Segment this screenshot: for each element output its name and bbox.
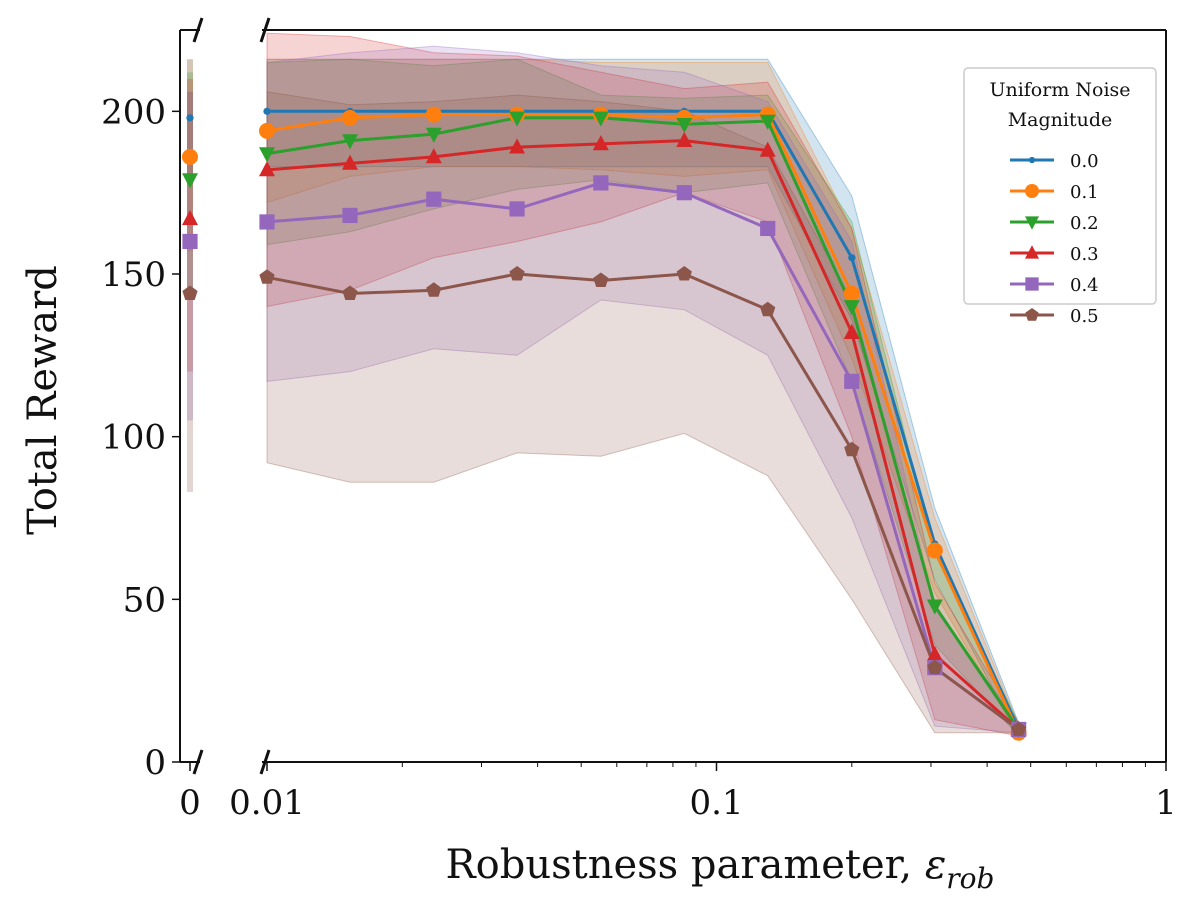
legend-box — [963, 67, 1157, 305]
series-0-3-point — [676, 131, 693, 148]
legend-entry-0-3-marker — [1025, 245, 1039, 259]
axis-break-mark — [259, 749, 271, 775]
series-0-3-zero-point — [182, 209, 198, 226]
series-0-2-point — [676, 117, 693, 134]
series-0-5-point — [676, 266, 692, 281]
x-tick-label: 1 — [1155, 783, 1177, 823]
legend-entry-0-1-marker — [1025, 184, 1039, 198]
legend-entry-0-1-label: 0.1 — [1070, 182, 1099, 203]
y-tick-label: 50 — [123, 580, 166, 620]
series-0-4-point — [593, 175, 609, 191]
series-0-1-point — [425, 106, 442, 123]
legend-entry-0-0-marker — [1028, 156, 1036, 164]
series-0-1-point — [843, 285, 860, 302]
legend-entry-0-2-label: 0.2 — [1070, 213, 1099, 234]
series-0-0-line — [267, 109, 1020, 731]
series-0-4-line — [266, 181, 1020, 731]
x-tick-label: 0.1 — [689, 783, 743, 823]
series-0-3-point — [926, 645, 943, 662]
series-0-4-point — [259, 214, 275, 230]
series-0-5-point — [927, 659, 943, 675]
series-0-4-point — [760, 220, 776, 237]
x-axis-title-subscript: rob — [946, 862, 994, 895]
series-0-2-point — [592, 111, 609, 127]
axes: 0 50 100 150 200 0 0.01 0.1 1 — [101, 17, 1177, 823]
series-0-1-point — [926, 542, 943, 559]
series-0-5-line — [266, 272, 1020, 731]
series-0-3-line — [266, 139, 1020, 731]
axis-break-mark — [192, 749, 204, 775]
legend-entry-0-3-label: 0.3 — [1070, 244, 1099, 265]
series-0-2-point — [926, 599, 943, 615]
series-0-3-point — [592, 135, 609, 151]
series-0-1-zero-point — [182, 148, 198, 165]
confidence-bands — [187, 32, 1020, 738]
series-0-3-point — [759, 141, 776, 157]
legend-entry-0-0-label: 0.0 — [1070, 151, 1099, 172]
y-tick-label: 200 — [101, 92, 166, 132]
series-lines — [266, 109, 1020, 734]
series-0-4-zero-point — [182, 233, 198, 250]
legend-title-line1: Uniform Noise — [989, 79, 1130, 101]
series-markers — [182, 106, 1027, 741]
series-0-5-point — [259, 269, 275, 284]
series-0-3-point — [509, 138, 526, 154]
x-tick-label: 0.01 — [229, 783, 305, 823]
series-0-2-point — [425, 127, 442, 143]
y-tick-label: 150 — [101, 255, 166, 295]
series-0-4-point — [342, 207, 358, 224]
series-0-1-point — [259, 122, 275, 139]
axis-break-mark — [259, 17, 271, 43]
y-tick-label: 0 — [144, 743, 166, 783]
series-0-2-point — [259, 147, 275, 163]
series-0-5-point — [760, 301, 776, 317]
y-axis-title: Total Reward — [20, 265, 66, 535]
series-0-5-point — [509, 266, 525, 281]
series-0-4-point — [676, 185, 692, 201]
series-0-2-point — [342, 134, 359, 150]
series-0-1-point — [342, 109, 359, 126]
series-0-5-point — [426, 282, 442, 297]
series-0-5-point — [844, 441, 860, 457]
series-0-2-point — [843, 300, 860, 316]
series-0-5-zero-point — [182, 285, 198, 300]
series-0-3-point — [425, 148, 442, 164]
legend-entry-0-2-marker — [1025, 216, 1039, 230]
legend-entry-0-5-marker — [1025, 308, 1039, 321]
x-axis-title: Robustness parameter, εrob — [446, 842, 995, 895]
series-0-5-point — [1011, 721, 1027, 736]
series-0-4-point — [509, 201, 525, 217]
series-0-5-point — [342, 285, 358, 300]
series-0-0-point — [848, 254, 856, 262]
series-0-0-zero-point — [186, 114, 194, 122]
series-0-3-point — [342, 154, 359, 170]
series-0-2-point — [759, 114, 776, 130]
legend-entry-0-5-label: 0.5 — [1070, 306, 1099, 327]
series-0-4-point — [426, 191, 442, 207]
series-0-3-point — [843, 323, 860, 339]
legend: Uniform Noise Magnitude 0.0 0.1 0.2 0.3 0.4 0.5 — [963, 67, 1157, 327]
series-0-2-zero-point — [182, 173, 198, 189]
series-0-0-point — [263, 107, 271, 115]
series-0-4-zero-band — [187, 91, 193, 421]
x-tick-label: 0 — [179, 783, 201, 823]
series-0-4-point — [844, 373, 860, 389]
series-0-1-line — [266, 113, 1020, 734]
legend-entry-0-4-marker — [1025, 277, 1039, 291]
series-0-5-point — [593, 272, 609, 287]
x-axis-title-symbol: ε — [925, 842, 946, 888]
series-0-2-point — [509, 111, 526, 127]
y-tick-label: 100 — [101, 418, 166, 458]
axis-break-mark — [192, 17, 204, 43]
legend-entry-0-4-label: 0.4 — [1070, 275, 1099, 296]
series-0-3-zero-band — [187, 78, 193, 372]
series-0-3-point — [259, 161, 275, 177]
series-0-2-line — [266, 116, 1020, 731]
legend-title-line2: Magnitude — [1008, 109, 1113, 131]
